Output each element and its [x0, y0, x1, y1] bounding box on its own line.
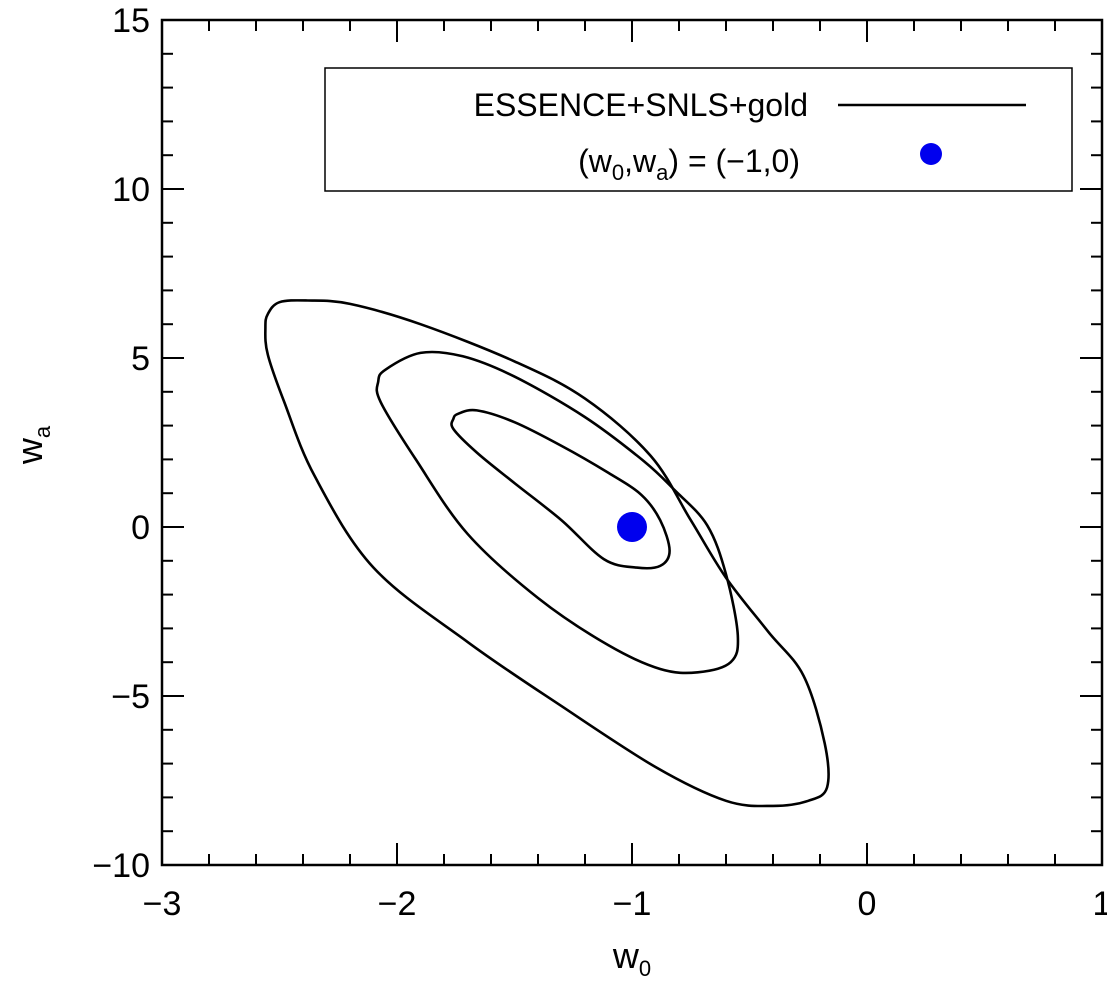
contour-1-sigma: [450, 408, 671, 570]
y-axis-label: wa: [9, 425, 55, 465]
y-tick-label: −10: [92, 847, 150, 885]
x-tick-label: −1: [613, 885, 652, 923]
legend: ESSENCE+SNLS+gold (w0,wa) = (−1,0): [324, 67, 1073, 192]
x-tick-label: −2: [378, 885, 417, 923]
legend-box: [324, 67, 1073, 192]
fiducial-points: [617, 512, 647, 542]
y-tick-label: 0: [131, 509, 150, 547]
y-tick-label: −5: [111, 678, 150, 716]
contour-3-sigma: [264, 299, 830, 808]
y-tick-label: 10: [112, 171, 150, 209]
x-axis-label: w0: [612, 935, 651, 981]
y-tick-label: 5: [131, 340, 150, 378]
x-tick-label: 1: [1093, 885, 1107, 923]
legend-label-essence: ESSENCE+SNLS+gold: [474, 87, 808, 123]
contour-2-sigma: [375, 350, 740, 675]
x-tick-label: −3: [143, 885, 182, 923]
confidence-contours: [264, 299, 830, 808]
legend-dot-swatch: [920, 143, 942, 165]
x-tick-label: 0: [858, 885, 877, 923]
axis-ticks: [161, 19, 1103, 866]
fiducial-point: [617, 512, 647, 542]
legend-label-fiducial: (w0,wa) = (−1,0): [578, 143, 800, 185]
y-tick-label: 15: [112, 2, 150, 40]
